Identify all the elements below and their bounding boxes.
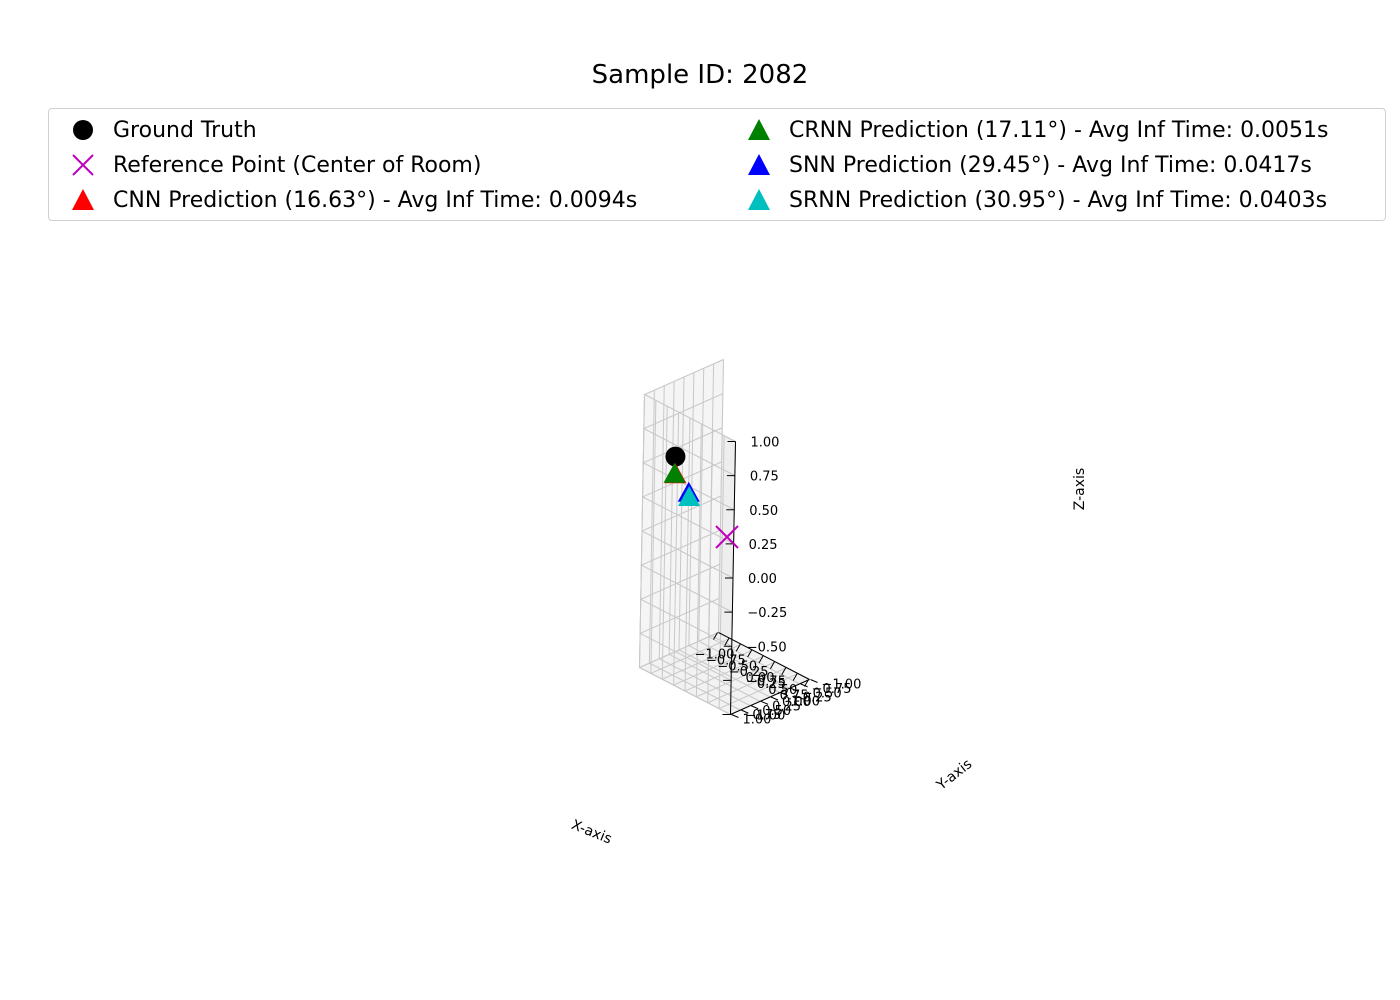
z-tick-label-0: −1.00 (746, 709, 786, 724)
y-tick-8 (731, 714, 739, 718)
legend-label-cnn: CNN Prediction (16.63°) - Avg Inf Time: … (113, 187, 638, 213)
x-tick-5 (769, 661, 775, 670)
y-tick-label-7: 0.75 (752, 708, 781, 723)
y-tick-label-1: −0.75 (812, 682, 852, 697)
legend-marker-srnn (729, 183, 789, 217)
x-axis-label: X-axis (569, 817, 614, 848)
legend-marker-ground-truth (53, 113, 113, 147)
legend-item-snn: SNN Prediction (29.45°) - Avg Inf Time: … (729, 148, 1312, 182)
x-tick-4 (758, 655, 764, 664)
marker-crnn (663, 462, 686, 483)
y-tick-4 (770, 696, 779, 701)
z-axis-label: Z-axis (1072, 468, 1088, 510)
z-tick-label-3: −0.25 (747, 606, 787, 621)
x-axis-line (718, 632, 810, 680)
y-tick-label-4: 0.00 (782, 695, 811, 710)
chart-title: Sample ID: 2082 (591, 60, 809, 90)
y-tick-3 (780, 692, 789, 697)
legend-label-ground-truth: Ground Truth (113, 117, 257, 143)
data-markers (663, 446, 739, 549)
legend-marker-cnn (53, 183, 113, 217)
x-tick-label-4: 0.00 (746, 671, 775, 686)
x-tick-1 (724, 638, 730, 646)
x-tick-label-7: 0.75 (780, 689, 809, 704)
y-tick-label-8: 1.00 (743, 713, 772, 728)
x-tick-3 (747, 649, 753, 658)
x-tick-label-2: −0.50 (717, 659, 757, 674)
marker-reference (715, 525, 739, 549)
y-tick-label-0: −1.00 (822, 678, 862, 693)
z-tick-label-8: 1.00 (751, 436, 780, 451)
marker-ground (665, 446, 686, 467)
legend: Ground Truth Reference Point (Center of … (48, 108, 1386, 221)
z-tick-label-4: 0.00 (748, 572, 777, 587)
legend-label-reference-point: Reference Point (Center of Room) (113, 152, 482, 178)
gridline-y-4 (678, 376, 771, 698)
x-tick-2 (735, 644, 741, 652)
y-tick-label-6: 0.50 (762, 704, 791, 719)
tick-labels: −1.00−1.00−1.00−0.75−0.75−0.75−0.50−0.50… (695, 436, 862, 728)
legend-label-snn: SNN Prediction (29.45°) - Avg Inf Time: … (789, 152, 1312, 178)
legend-marker-snn (729, 148, 789, 182)
x-tick-0 (713, 632, 718, 640)
y-axis-label: Y-axis (933, 756, 975, 794)
gridline-y-3 (688, 372, 781, 694)
y-axis-line (730, 679, 810, 715)
z-tick-label-7: 0.75 (750, 470, 779, 485)
marker-srnn (678, 486, 701, 507)
y-tick-2 (790, 687, 798, 692)
z-tick-label-2: −0.50 (747, 640, 787, 655)
y-tick-0 (810, 679, 818, 683)
legend-item-ground-truth: Ground Truth (53, 113, 257, 147)
y-tick-label-5: 0.25 (772, 699, 801, 714)
x-tick-label-0: −1.00 (695, 648, 735, 663)
x-tick-7 (792, 673, 798, 681)
legend-item-srnn: SRNN Prediction (30.95°) - Avg Inf Time:… (729, 183, 1327, 217)
x-tick-label-5: 0.25 (757, 677, 786, 692)
tick-marks (713, 441, 818, 718)
gridline-y-7 (648, 390, 741, 711)
gridline-y-8 (638, 394, 731, 715)
legend-label-srnn: SRNN Prediction (30.95°) - Avg Inf Time:… (789, 187, 1328, 213)
y-tick-label-3: −0.25 (792, 691, 832, 706)
z-tick-label-5: 0.25 (749, 538, 778, 553)
z-tick-label-1: −0.75 (746, 674, 786, 689)
y-tick-7 (741, 709, 749, 714)
legend-label-crnn: CRNN Prediction (17.11°) - Avg Inf Time:… (789, 117, 1329, 143)
x-tick-label-8: 1.00 (791, 695, 820, 710)
legend-marker-reference-point (53, 148, 113, 182)
y-tick-6 (751, 705, 759, 710)
legend-item-reference-point: Reference Point (Center of Room) (53, 148, 481, 182)
x-tick-6 (781, 667, 787, 675)
x-tick-label-3: −0.25 (729, 665, 769, 680)
legend-item-cnn: CNN Prediction (16.63°) - Avg Inf Time: … (53, 183, 637, 217)
y-tick-5 (760, 700, 769, 705)
gridline-z-8 (643, 359, 736, 442)
x-tick-label-6: 0.50 (768, 683, 797, 698)
z-tick-label-6: 0.50 (749, 504, 778, 519)
legend-marker-crnn (729, 113, 789, 147)
y-tick-1 (800, 683, 808, 688)
legend-item-crnn: CRNN Prediction (17.11°) - Avg Inf Time:… (729, 113, 1329, 147)
y-tick-label-2: −0.50 (802, 686, 842, 701)
x-tick-label-1: −0.75 (706, 653, 746, 668)
x-tick-8 (804, 679, 809, 687)
